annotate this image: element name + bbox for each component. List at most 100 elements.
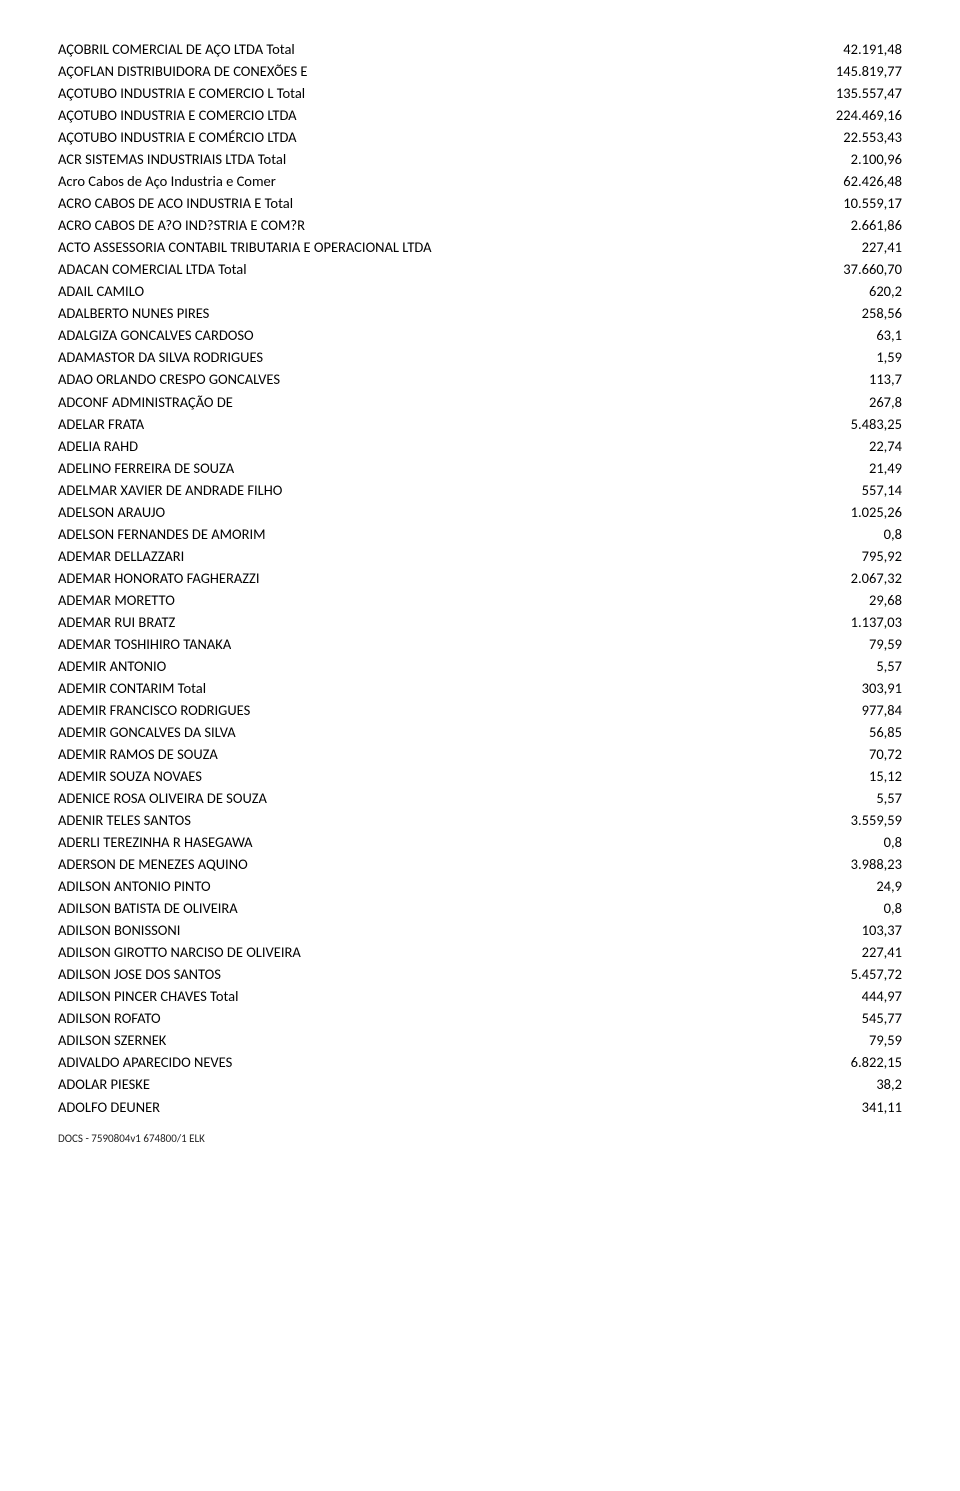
table-row: ADILSON BATISTA DE OLIVEIRA0,8: [58, 897, 902, 919]
row-name: ADAMASTOR DA SILVA RODRIGUES: [58, 346, 263, 368]
row-name: ADELSON FERNANDES DE AMORIM: [58, 523, 266, 545]
row-name: ADEMAR HONORATO FAGHERAZZI: [58, 567, 259, 589]
table-row: ADEMAR MORETTO 29,68: [58, 589, 902, 611]
row-name: ADEMIR SOUZA NOVAES: [58, 765, 202, 787]
row-value: 0,8: [864, 831, 902, 853]
row-value: 70,72: [849, 743, 902, 765]
table-row: ADENICE ROSA OLIVEIRA DE SOUZA 5,57: [58, 787, 902, 809]
table-row: ADEMAR HONORATO FAGHERAZZI 2.067,32: [58, 567, 902, 589]
row-value: 22.553,43: [823, 126, 902, 148]
row-value: 29,68: [849, 589, 902, 611]
table-row: ADALGIZA GONCALVES CARDOSO 63,1: [58, 324, 902, 346]
table-row: AÇOFLAN DISTRIBUIDORA DE CONEXÕES E145.8…: [58, 60, 902, 82]
row-name: ADEMAR RUI BRATZ: [58, 611, 175, 633]
footer-text: DOCS - 7590804v1 674800/1 ELK: [58, 1132, 902, 1145]
table-row: ADEMAR TOSHIHIRO TANAKA79,59: [58, 633, 902, 655]
row-value: 2.067,32: [831, 567, 902, 589]
table-row: ACRO CABOS DE ACO INDUSTRIA E Total10.55…: [58, 192, 902, 214]
row-value: 24,9: [856, 875, 902, 897]
row-value: 795,92: [842, 545, 902, 567]
row-value: 557,14: [842, 479, 902, 501]
row-value: 3.988,23: [831, 853, 902, 875]
row-value: 5,57: [856, 787, 902, 809]
row-name: AÇOTUBO INDUSTRIA E COMERCIO L Total: [58, 82, 305, 104]
row-name: ADOLAR PIESKE: [58, 1073, 150, 1095]
row-value: 63,1: [856, 324, 902, 346]
table-row: ADAO ORLANDO CRESPO GONCALVES 113,7: [58, 368, 902, 390]
table-row: ADEMIR RAMOS DE SOUZA 70,72: [58, 743, 902, 765]
table-row: ADILSON ROFATO 545,77: [58, 1007, 902, 1029]
row-value: 545,77: [842, 1007, 902, 1029]
table-row: ADEMIR ANTONIO 5,57: [58, 655, 902, 677]
table-row: ADEMIR SOUZA NOVAES 15,12: [58, 765, 902, 787]
row-value: 21,49: [849, 457, 902, 479]
row-value: 5,57: [856, 655, 902, 677]
row-name: ADENIR TELES SANTOS: [58, 809, 191, 831]
row-name: ACTO ASSESSORIA CONTABIL TRIBUTARIA E OP…: [58, 236, 432, 258]
table-row: ADEMAR DELLAZZARI 795,92: [58, 545, 902, 567]
table-row: Acro Cabos de Aço Industria e Comer62.42…: [58, 170, 902, 192]
row-value: 227,41: [842, 941, 902, 963]
row-name: ADAIL CAMILO: [58, 280, 144, 302]
table-row: ADIVALDO APARECIDO NEVES 6.822,15: [58, 1051, 902, 1073]
row-value: 79,59: [849, 633, 902, 655]
table-row: ADERSON DE MENEZES AQUINO 3.988,23: [58, 853, 902, 875]
table-row: ADELMAR XAVIER DE ANDRADE FILHO 557,14: [58, 479, 902, 501]
row-name: ADILSON ROFATO: [58, 1007, 161, 1029]
row-name: ADACAN COMERCIAL LTDA Total: [58, 258, 247, 280]
table-row: ACR SISTEMAS INDUSTRIAIS LTDA Total2.100…: [58, 148, 902, 170]
table-row: ADENIR TELES SANTOS3.559,59: [58, 809, 902, 831]
row-name: ADEMIR ANTONIO: [58, 655, 166, 677]
row-name: ADELMAR XAVIER DE ANDRADE FILHO: [58, 479, 282, 501]
row-value: 620,2: [849, 280, 902, 302]
row-name: ADILSON GIROTTO NARCISO DE OLIVEIRA: [58, 941, 301, 963]
row-value: 1,59: [856, 346, 902, 368]
row-name: AÇOFLAN DISTRIBUIDORA DE CONEXÕES E: [58, 60, 308, 82]
table-row: ADERLI TEREZINHA R HASEGAWA 0,8: [58, 831, 902, 853]
table-row: ADILSON ANTONIO PINTO 24,9: [58, 875, 902, 897]
row-name: ADERSON DE MENEZES AQUINO: [58, 853, 248, 875]
row-name: ADERLI TEREZINHA R HASEGAWA: [58, 831, 253, 853]
table-row: AÇOTUBO INDUSTRIA E COMÉRCIO LTDA22.553,…: [58, 126, 902, 148]
table-row: AÇOBRIL COMERCIAL DE AÇO LTDA Total42.19…: [58, 38, 902, 60]
row-name: ADENICE ROSA OLIVEIRA DE SOUZA: [58, 787, 267, 809]
row-value: 37.660,70: [823, 258, 902, 280]
table-row: ACTO ASSESSORIA CONTABIL TRIBUTARIA E OP…: [58, 236, 902, 258]
row-name: ADALBERTO NUNES PIRES: [58, 302, 209, 324]
row-name: ADILSON ANTONIO PINTO: [58, 875, 211, 897]
table-row: ADACAN COMERCIAL LTDA Total 37.660,70: [58, 258, 902, 280]
row-value: 79,59: [849, 1029, 902, 1051]
table-row: ADILSON JOSE DOS SANTOS 5.457,72: [58, 963, 902, 985]
row-value: 15,12: [849, 765, 902, 787]
table-row: ADOLFO DEUNER341,11: [58, 1096, 902, 1118]
table-row: ADILSON PINCER CHAVES Total444,97: [58, 985, 902, 1007]
row-name: ADILSON JOSE DOS SANTOS: [58, 963, 221, 985]
row-name: ADELAR FRATA: [58, 413, 144, 435]
row-value: 227,41: [842, 236, 902, 258]
row-value: 303,91: [842, 677, 902, 699]
table-row: ADELSON FERNANDES DE AMORIM0,8: [58, 523, 902, 545]
row-name: ADILSON BONISSONI: [58, 919, 180, 941]
row-name: ADEMIR FRANCISCO RODRIGUES: [58, 699, 250, 721]
row-name: ACR SISTEMAS INDUSTRIAIS LTDA Total: [58, 148, 286, 170]
row-name: ADEMIR RAMOS DE SOUZA: [58, 743, 218, 765]
row-name: ADIVALDO APARECIDO NEVES: [58, 1051, 232, 1073]
row-value: 5.483,25: [831, 413, 902, 435]
row-value: 135.557,47: [816, 82, 902, 104]
row-name: ADEMAR DELLAZZARI: [58, 545, 184, 567]
row-name: ADILSON SZERNEK: [58, 1029, 166, 1051]
row-name: ADEMAR MORETTO: [58, 589, 175, 611]
row-value: 38,2: [856, 1073, 902, 1095]
row-value: 10.559,17: [823, 192, 902, 214]
row-value: 6.822,15: [831, 1051, 902, 1073]
row-value: 5.457,72: [831, 963, 902, 985]
row-value: 1.025,26: [831, 501, 902, 523]
row-name: ADAO ORLANDO CRESPO GONCALVES: [58, 368, 280, 390]
row-name: Acro Cabos de Aço Industria e Comer: [58, 170, 276, 192]
table-row: ADELSON ARAUJO1.025,26: [58, 501, 902, 523]
row-name: ADALGIZA GONCALVES CARDOSO: [58, 324, 254, 346]
row-value: 2.661,86: [831, 214, 902, 236]
table-row: AÇOTUBO INDUSTRIA E COMERCIO LTDA224.469…: [58, 104, 902, 126]
row-value: 113,7: [849, 368, 902, 390]
row-value: 42.191,48: [823, 38, 902, 60]
